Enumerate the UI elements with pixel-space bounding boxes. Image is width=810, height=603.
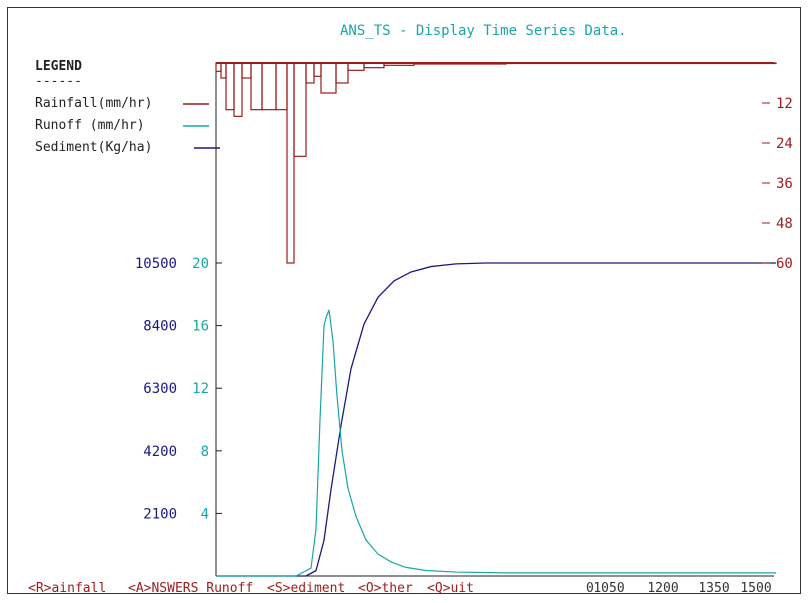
rain-axis-tick-label: 12 [776, 96, 793, 112]
runoff-axis-tick-label: 16 [192, 319, 209, 335]
runoff-series [216, 309, 776, 577]
menu-answers-runoff[interactable]: <A>NSWERS Runoff [128, 581, 253, 595]
x-axis-tick-label: 1050 [593, 581, 624, 595]
rainfall-bar [505, 62, 777, 65]
legend-heading: LEGEND [35, 59, 82, 74]
rainfall-bar [320, 62, 337, 94]
rainfall-bar [383, 62, 415, 66]
rainfall-bar [215, 62, 222, 72]
time-series-chart: ANS_TS - Display Time Series Data. LEGEN… [28, 23, 793, 595]
menu-rainfall[interactable]: <R>ainfall [28, 581, 106, 595]
rainfall-bar [220, 62, 227, 79]
runoff-axis-tick-label: 8 [201, 444, 209, 460]
window-title: ANS_TS - Display Time Series Data. [340, 23, 627, 39]
menu-sediment[interactable]: <S>ediment [267, 581, 345, 595]
rainfall-bar [313, 62, 322, 77]
legend-rainfall-label: Rainfall(mm/hr) [35, 96, 152, 111]
runoff-axis-tick-label: 4 [201, 506, 209, 522]
legend-underline: ------ [35, 74, 82, 89]
rain-axis-tick-label: 36 [776, 176, 793, 192]
rainfall-bar [233, 62, 243, 117]
app-window: ANS_TS - Display Time Series Data. LEGEN… [7, 7, 801, 595]
x-axis-tick-label: 1200 [647, 581, 678, 595]
sediment-series [216, 262, 776, 577]
sediment-line [216, 262, 776, 577]
rainfall-bar [347, 62, 365, 71]
x-axis-tick-label: 1350 [698, 581, 729, 595]
runoff-axis-tick-label: 20 [192, 256, 209, 272]
sediment-axis-tick-label: 4200 [143, 444, 177, 460]
rain-axis-tick-label: 60 [776, 256, 793, 272]
runoff-axis-tick-label: 12 [192, 381, 209, 397]
x-axis-tick-label: 1500 [740, 581, 771, 595]
rainfall-bar [241, 62, 252, 79]
rainfall-bar [305, 62, 315, 84]
sediment-axis-tick-label: 2100 [143, 506, 177, 522]
rain-axis-tick-label: 48 [776, 216, 793, 232]
menu-quit[interactable]: <Q>uit [427, 581, 474, 595]
legend-runoff-label: Runoff (mm/hr) [35, 118, 145, 133]
legend-sediment-label: Sediment(Kg/ha) [35, 140, 152, 155]
rainfall-bar [335, 62, 349, 84]
rainfall-bar [286, 62, 295, 264]
sediment-axis-tick-label: 8400 [143, 319, 177, 335]
x-axis-tick-label: 0 [586, 581, 594, 595]
rain-axis-tick-label: 24 [776, 136, 793, 152]
rainfall-bar [293, 62, 307, 157]
rainfall-bar [261, 62, 277, 111]
rainfall-bar [225, 62, 235, 111]
rainfall-bar [413, 62, 507, 65]
axis-ticks: 12 24 36 48 60 4 2100 8 4200 12 6300 16 8400 20 10500 0… [135, 96, 793, 595]
sediment-axis-tick-label: 10500 [135, 256, 177, 272]
menu-other[interactable]: <O>ther [358, 581, 413, 595]
rainfall-bar [275, 62, 288, 111]
rainfall-series [215, 62, 777, 264]
rainfall-bar [250, 62, 263, 111]
sediment-axis-tick-label: 6300 [143, 381, 177, 397]
runoff-line [216, 309, 776, 577]
